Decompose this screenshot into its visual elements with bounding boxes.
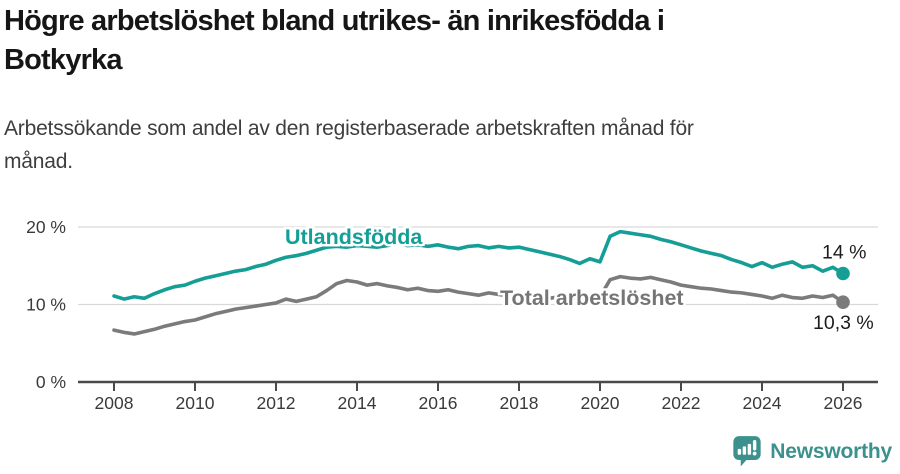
end-value-label-utlandsfodda: 14 % (822, 242, 866, 264)
chart-subtitle-line2: månad. (4, 150, 73, 173)
logo-bar-small (737, 448, 742, 455)
chart-subtitle: Arbetssökande som andel av den registerb… (4, 112, 694, 178)
x-axis-tick-label: 2012 (257, 393, 296, 413)
page-title: Högre arbetslöshet bland utrikes- än inr… (4, 2, 665, 80)
logo-exclamation-dot (752, 451, 757, 456)
end-value-label-total: 10,3 % (813, 312, 874, 334)
newsworthy-wordmark: Newsworthy (770, 439, 892, 463)
y-axis-tick-label: 20 % (26, 217, 66, 237)
y-axis-tick-label: 0 % (36, 372, 66, 392)
x-axis-tick-label: 2024 (743, 393, 782, 413)
logo-bar-tall (747, 443, 752, 455)
series-line-utlandsfodda (112, 229, 845, 301)
x-axis-tick-label: 2010 (176, 393, 215, 413)
logo-bar-medium (742, 446, 747, 455)
x-axis-tick-label: 2020 (581, 393, 620, 413)
series-label-total: Total arbetslöshet (500, 286, 684, 310)
newsworthy-logo: Newsworthy (732, 435, 892, 468)
page-title-line2: Botkyrka (4, 44, 123, 76)
page-title-line1: Högre arbetslöshet bland utrikes- än inr… (4, 5, 665, 37)
x-axis-tick-label: 2018 (500, 393, 539, 413)
x-axis-tick-label: 2026 (824, 393, 863, 413)
x-axis-tick-label: 2014 (338, 393, 377, 413)
newsworthy-icon (733, 436, 761, 467)
y-axis-tick-label: 10 % (26, 295, 66, 315)
line-chart: 0 % 10 % 20 % 2008 2010 2012 2014 2016 2018 2020 2… (26, 217, 878, 413)
series-end-dot-utlandsfodda (836, 266, 850, 281)
series-label-utlandsfodda: Utlandsfödda (285, 225, 423, 249)
x-axis-tick-label: 2022 (662, 393, 701, 413)
x-axis-tick-label: 2008 (95, 393, 134, 413)
chart-subtitle-line1: Arbetssökande som andel av den registerb… (4, 117, 694, 140)
logo-exclamation-stem (753, 440, 757, 451)
x-axis-tick-label: 2016 (419, 393, 458, 413)
series-end-dot-total (836, 295, 850, 309)
series-line-total (112, 274, 845, 336)
